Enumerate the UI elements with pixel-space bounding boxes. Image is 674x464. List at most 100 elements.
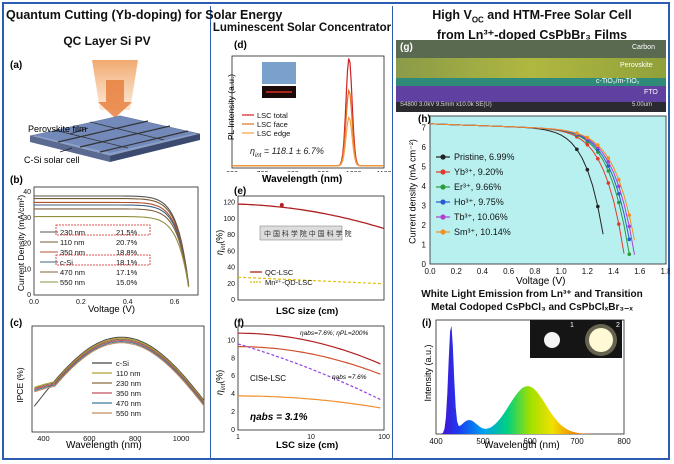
- panel-h-data-marker: [606, 159, 611, 164]
- panel-h-ytick: 3: [422, 202, 427, 211]
- panel-c-ipce-curve: [34, 337, 205, 402]
- panel-h-legend-marker: [440, 154, 446, 160]
- left-title: Quantum Cutting (Yb-doping) for Solar En…: [6, 8, 283, 22]
- panel-f-ann-2: ηabs =7.6%: [332, 374, 367, 381]
- panel-b-jv-curve: [34, 204, 190, 287]
- panel-b-ytick: 0: [27, 292, 31, 299]
- panel-h-data-marker: [617, 222, 621, 226]
- e-ylabel-rest: (%): [214, 229, 225, 244]
- panel-h-legend-marker: [440, 214, 446, 220]
- panel-b-xtick: 0.6: [170, 299, 180, 306]
- panel-c-xtick: 800: [129, 434, 142, 443]
- f-ylabel-rest: (%): [214, 369, 225, 384]
- panel-f-axis-frame: [237, 325, 385, 431]
- panel-h-axis-frame: [429, 115, 667, 265]
- panel-f-ytick: 10: [227, 337, 235, 344]
- panel-i-xtick: 500: [476, 437, 490, 446]
- panel-e-qc-curve: [237, 203, 385, 230]
- panel-h-xtick: 1.0: [556, 267, 568, 276]
- panel-e-ytick: 100: [223, 216, 235, 223]
- panel-b-xtick: 0.2: [76, 299, 86, 306]
- panel-b-legend-value: 18.8%: [116, 248, 138, 257]
- panel-h-xtick: 1.2: [582, 267, 594, 276]
- panel-h-xtick: 0.6: [503, 267, 515, 276]
- panel-b-jv-chart: 0.0 0.2 0.4 0.6 0 10 20 30 40 230 nm 21.5% 110 nm 2…: [23, 186, 199, 306]
- panel-h-legend-entry: Sm³⁺, 10.14%: [454, 227, 511, 237]
- panel-e-ytick: 120: [223, 200, 235, 207]
- panel-c-xtick: 600: [83, 434, 96, 443]
- panel-b-legend-value: 18.1%: [116, 258, 138, 267]
- sem-layer-carbon: Carbon: [632, 44, 655, 51]
- panel-c-ylabel: IPCE (%): [15, 367, 25, 403]
- panel-e-ytick: 40: [227, 265, 235, 272]
- panel-f-xtick: 100: [378, 434, 390, 441]
- panel-d-label: (d): [234, 40, 247, 51]
- panel-d-legend-entry: LSC face: [257, 120, 288, 129]
- panel-h-data-marker: [606, 169, 611, 173]
- panel-i-xtick: 400: [429, 437, 443, 446]
- panel-h-legend-marker: [440, 199, 446, 205]
- panel-h-xlabel: Voltage (V): [516, 276, 566, 287]
- panel-h-data-marker: [606, 181, 611, 185]
- panel-d-xtick: 1000: [346, 171, 362, 172]
- e-ylabel-eta: η: [214, 250, 225, 256]
- panel-d-xlabel: Wavelength (nm): [262, 174, 343, 185]
- panel-h-xtick: 1.4: [608, 267, 620, 276]
- panel-h-legend-marker: [440, 184, 446, 190]
- panel-c-label: (c): [10, 318, 23, 329]
- panel-f-ytick: 2: [231, 409, 235, 416]
- panel-f-label: (f): [234, 318, 244, 329]
- eta-sub: int: [255, 152, 262, 159]
- middle-title: Luminescent Solar Concentrator: [212, 22, 392, 34]
- lsc-photo-strip: [259, 225, 343, 241]
- panel-b-legend-name: 550 nm: [60, 278, 85, 287]
- panel-b-jv-curve: [34, 195, 190, 286]
- panel-b-legend-value: 20.7%: [116, 238, 138, 247]
- panel-h-legend-entry: Ho³⁺, 9.75%: [454, 197, 504, 207]
- panel-b-jv-curve: [34, 216, 190, 288]
- panel-h-legend-entry: Yb³⁺, 9.20%: [454, 167, 503, 177]
- panel-h-legend-entry: Pristine, 6.99%: [454, 152, 515, 162]
- panel-h-legend-entry: Er³⁺, 9.66%: [454, 182, 501, 192]
- panel-e-ytick: 60: [227, 248, 235, 255]
- panel-h-data-marker: [596, 204, 600, 209]
- panel-c-ipce-curve: [34, 339, 205, 405]
- panel-h-data-marker: [575, 147, 579, 152]
- panel-h-ytick: 6: [422, 143, 427, 152]
- panel-h-data-marker: [627, 252, 632, 257]
- panel-c-ipce-curve: [34, 342, 205, 407]
- panel-g-sem-image: [396, 40, 666, 112]
- column-separator-1: [210, 6, 211, 458]
- panel-c-xtick: 1000: [173, 434, 190, 443]
- panel-i-xtick: 800: [617, 437, 631, 446]
- panel-d-pl-curve: [232, 116, 384, 167]
- panel-i-xtick: 600: [523, 437, 537, 446]
- panel-e-legend-2: Mn²⁺-QD-LSC: [265, 278, 313, 287]
- panel-c-ipce-curve: [34, 341, 205, 406]
- panel-b-legend-name: 470 nm: [60, 268, 85, 277]
- perovskite-film-label: Perovskite film: [28, 124, 87, 134]
- panel-e-legend-1: QC-LSC: [265, 268, 294, 277]
- panel-i-emission-chart: 400 500 600 700 800: [429, 319, 631, 446]
- eta-symbol: η: [250, 146, 255, 156]
- panel-e-data-point: [279, 202, 284, 207]
- right-title-line2: from Ln³⁺-doped CsPbBr₃ Films: [436, 27, 628, 42]
- panel-b-legend-name: 350 nm: [60, 248, 85, 257]
- e-ylabel-sub: int: [221, 243, 228, 251]
- panel-b-jv-curve: [34, 208, 190, 287]
- panel-i-label: (i): [422, 318, 432, 329]
- panel-c-legend-entry: c-Si: [116, 359, 129, 368]
- panel-f-curve-3: [237, 343, 381, 401]
- eta-value: = 118.1 ± 6.7%: [261, 146, 324, 156]
- panel-b-legend-name: c-Si: [60, 258, 73, 267]
- panel-f-ytick: 8: [231, 355, 235, 362]
- panel-h-legend-entry: Tb³⁺, 10.06%: [454, 212, 508, 222]
- panel-h-data-marker: [575, 131, 579, 136]
- panel-h-legend-marker: [440, 169, 446, 175]
- panel-h-xtick: 0.2: [451, 267, 463, 276]
- panel-b-ytick: 30: [23, 215, 31, 222]
- panel-f-ylabel: ηint(%): [214, 370, 227, 395]
- panel-h-ytick: 1: [422, 241, 427, 250]
- sem-layer-fto: FTO: [644, 89, 658, 96]
